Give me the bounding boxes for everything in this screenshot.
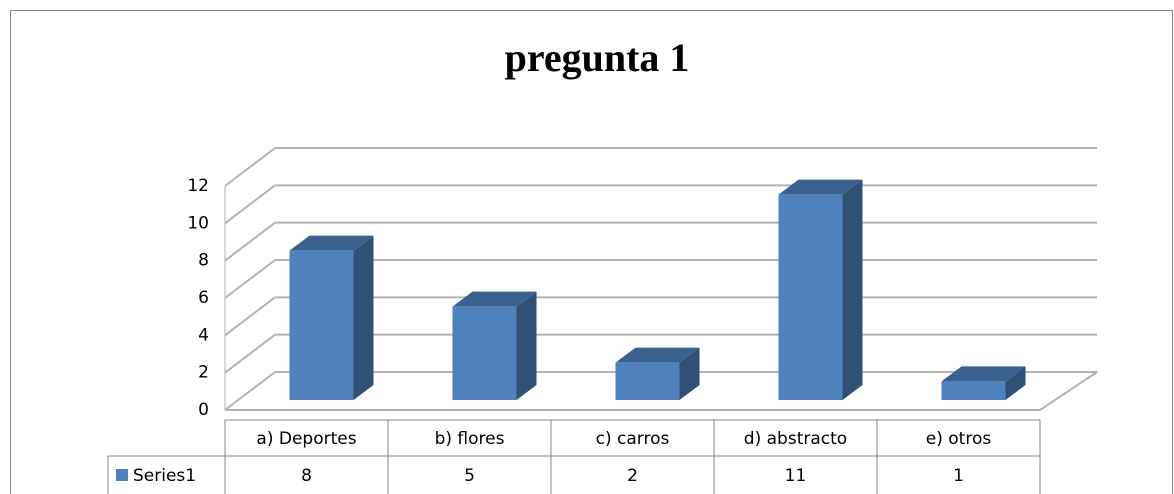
bar xyxy=(289,250,354,400)
table-value: 11 xyxy=(785,466,807,486)
y-tick-label: 6 xyxy=(198,288,209,308)
grid-line xyxy=(224,221,276,262)
bar-top xyxy=(452,291,537,307)
bar xyxy=(778,194,843,400)
x-tick-label: e) otros xyxy=(926,429,992,449)
grid-line xyxy=(224,259,276,299)
floor-edge xyxy=(1039,371,1098,411)
x-tick-label: b) flores xyxy=(435,429,505,449)
y-tick-label: 10 xyxy=(187,213,209,233)
bar-side xyxy=(1005,366,1026,400)
grid-line xyxy=(224,296,276,337)
y-tick-label: 0 xyxy=(198,400,209,420)
grid-line xyxy=(224,371,276,411)
x-tick-label: d) abstracto xyxy=(744,429,847,449)
y-tick-label: 2 xyxy=(198,363,209,383)
chart-frame xyxy=(10,10,1173,494)
bar-side xyxy=(353,235,374,400)
table-value: 2 xyxy=(627,466,638,486)
bar xyxy=(615,362,680,400)
y-tick-label: 4 xyxy=(198,325,209,345)
bar-side xyxy=(679,347,700,400)
bar-top xyxy=(941,366,1026,382)
bar-top xyxy=(778,179,863,195)
x-tick-label: a) Deportes xyxy=(256,429,356,449)
x-tick-label: c) carros xyxy=(596,429,670,449)
bar-top xyxy=(615,347,700,363)
chart-title: pregunta 1 xyxy=(505,35,690,80)
grid-line xyxy=(224,184,276,225)
table-value: 8 xyxy=(301,466,312,486)
legend-key xyxy=(116,469,128,481)
bar xyxy=(941,381,1006,400)
bar-side xyxy=(842,179,863,400)
table-value: 1 xyxy=(953,466,964,486)
grid-line xyxy=(224,147,276,187)
grid-line xyxy=(224,333,276,374)
y-tick-label: 12 xyxy=(187,176,209,196)
table-value: 5 xyxy=(464,466,475,486)
legend-label: Series1 xyxy=(133,466,196,486)
bar xyxy=(452,306,517,400)
bar-top xyxy=(289,235,374,251)
bar-side xyxy=(516,291,537,400)
y-tick-label: 8 xyxy=(198,251,209,271)
